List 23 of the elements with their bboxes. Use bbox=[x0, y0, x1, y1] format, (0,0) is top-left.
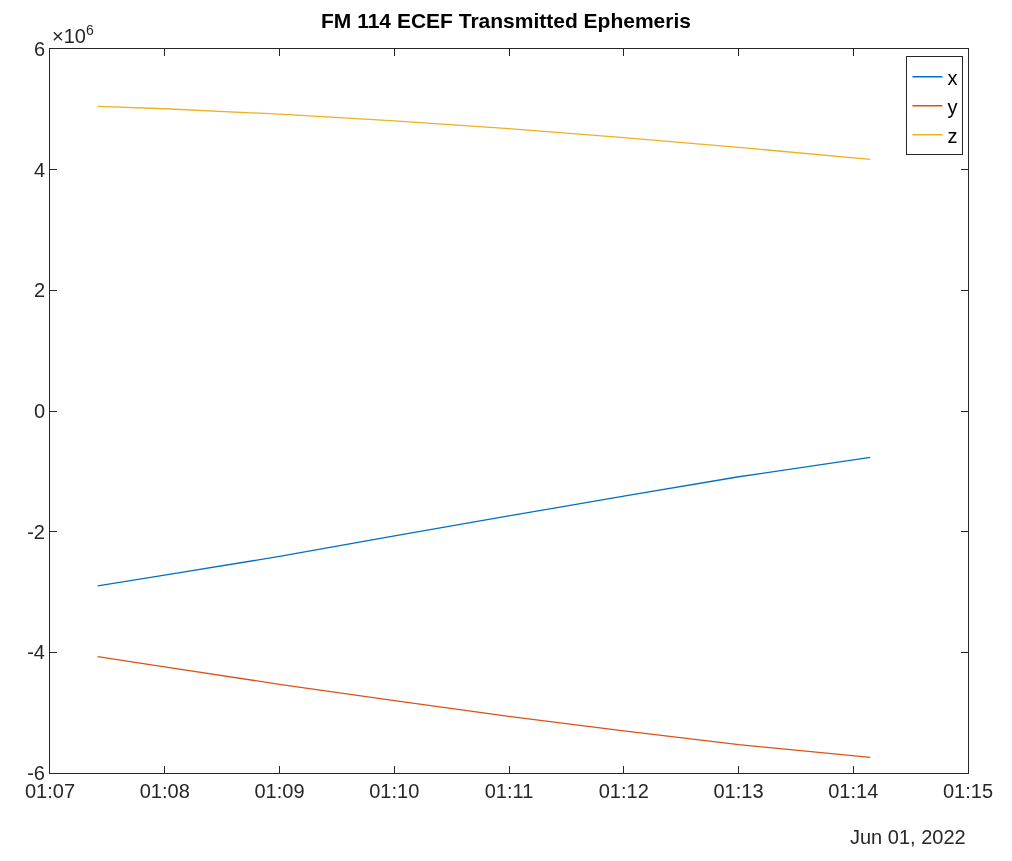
line-series bbox=[97, 655, 871, 758]
chart-title: FM 114 ECEF Transmitted Ephemeris bbox=[321, 8, 691, 32]
x-tick-label: 01:12 bbox=[598, 780, 649, 802]
legend-label: z bbox=[947, 124, 958, 147]
y-tick-label: 2 bbox=[33, 279, 45, 302]
x-tick-label: 01:13 bbox=[713, 780, 764, 802]
line-series bbox=[97, 105, 871, 161]
x-tick-label: 01:10 bbox=[369, 780, 420, 802]
y-tick-label: -2 bbox=[27, 520, 45, 543]
x-tick-label: 01:14 bbox=[828, 780, 879, 802]
legend-label: y bbox=[947, 95, 958, 118]
y-tick-label: 4 bbox=[33, 158, 45, 181]
y-tick-label: 6 bbox=[33, 38, 45, 60]
line-series bbox=[97, 456, 871, 587]
y-tick-label: 0 bbox=[33, 400, 45, 422]
x-tick-label: 01:09 bbox=[254, 780, 305, 802]
x-tick-label: 01:11 bbox=[484, 780, 534, 802]
x-tick-label: 01:15 bbox=[942, 780, 994, 802]
y-tick-label: -4 bbox=[27, 641, 45, 664]
text: ×10$^{6}$ bbox=[52, 22, 94, 48]
x-tick-label: 01:08 bbox=[139, 780, 190, 802]
text: Jun 01, 2022 bbox=[850, 826, 966, 848]
legend-label: x bbox=[947, 66, 958, 89]
